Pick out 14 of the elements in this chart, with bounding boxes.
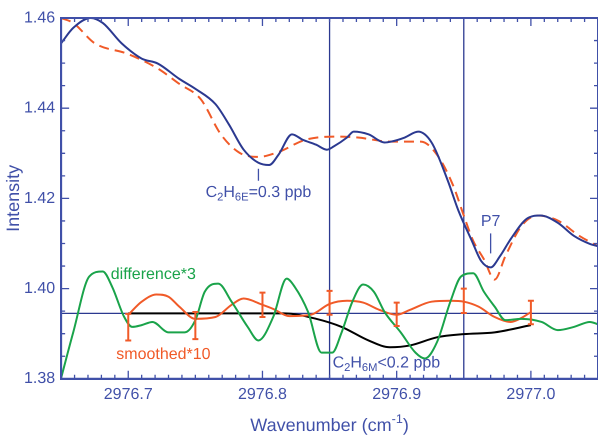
annotation: P7 — [480, 212, 501, 230]
x-tick-label: 2977.0 — [506, 386, 556, 403]
x-tick-label: 2976.9 — [372, 386, 422, 403]
series-label: smoothed*10 — [116, 346, 211, 364]
y-tick-label: 1.40 — [24, 280, 56, 298]
line-series — [127, 312, 532, 348]
y-axis-title: Intensity — [2, 164, 23, 232]
y-tick-label: 1.38 — [24, 370, 56, 388]
y-tick-label: 1.46 — [24, 9, 56, 26]
y-tick-label: 1.44 — [24, 100, 56, 117]
x-tick-label: 2976.7 — [104, 386, 153, 403]
y-tick-label: 1.42 — [24, 190, 56, 207]
x-tick-label: 2976.8 — [238, 386, 288, 403]
series-label: difference*3 — [110, 266, 196, 283]
